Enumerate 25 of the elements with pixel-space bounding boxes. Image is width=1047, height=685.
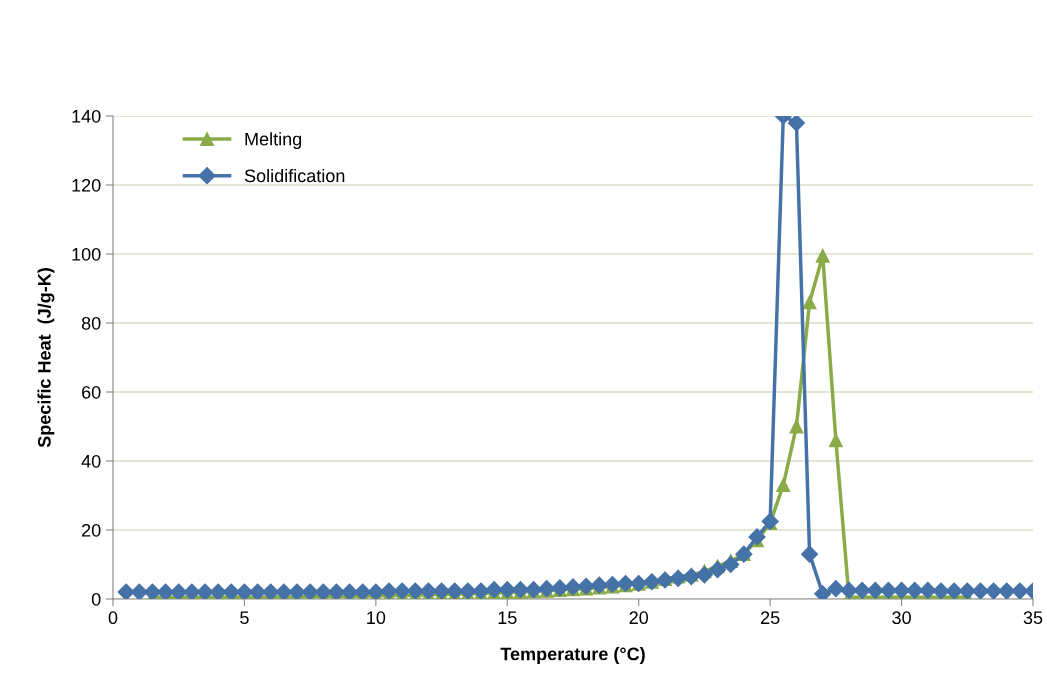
x-tick-label: 15	[498, 611, 517, 625]
point	[776, 478, 791, 493]
point	[789, 419, 804, 434]
y-tick-label: 60	[82, 385, 101, 399]
legend-label: Solidification	[244, 168, 345, 183]
x-tick-label: 25	[761, 611, 780, 625]
x-tick-label: 0	[108, 611, 118, 625]
y-tick-label: 100	[72, 247, 101, 261]
x-tick-label: 10	[367, 611, 386, 625]
legend-label: Melting	[245, 132, 302, 150]
y-tick-label: 40	[81, 454, 101, 468]
x-tick-label: 20	[629, 611, 649, 625]
point	[802, 295, 817, 310]
y-tick-label: 140	[72, 109, 101, 123]
x-axis-title: Temperature (°C)	[500, 647, 645, 664]
point	[815, 248, 830, 263]
point	[828, 433, 843, 448]
y-tick-label: 120	[72, 178, 101, 192]
y-tick-label: 80	[81, 316, 101, 330]
x-tick-label: 5	[240, 611, 249, 625]
y-tick-label: 0	[91, 592, 101, 606]
x-tick-label: 35	[1023, 611, 1043, 625]
y-tick-label: 20	[82, 523, 101, 537]
y-axis-title: Specific Heat (J/g-K)	[37, 268, 55, 448]
x-tick-label: 30	[892, 611, 911, 625]
